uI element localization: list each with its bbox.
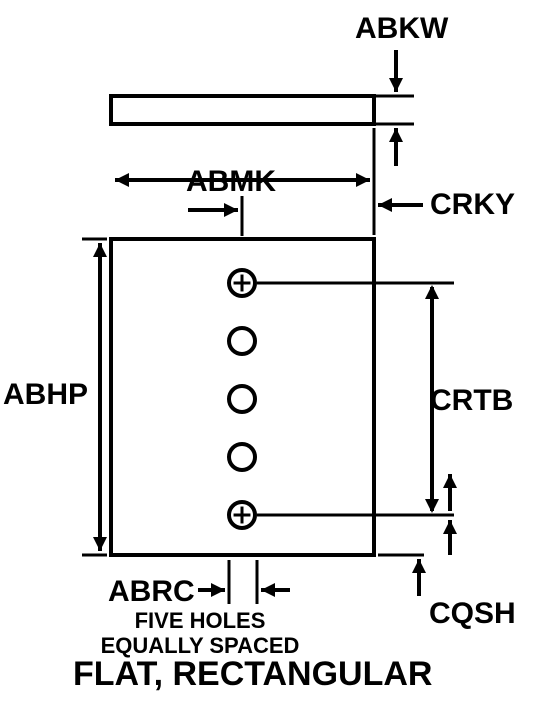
- label-cqsh: CQSH: [429, 597, 516, 630]
- label-abhp: ABHP: [3, 378, 88, 411]
- label-abmk: ABMK: [186, 165, 276, 198]
- diagram-title: FLAT, RECTANGULAR: [73, 655, 432, 694]
- label-abkw: ABKW: [355, 12, 448, 45]
- label-crky: CRKY: [430, 188, 515, 221]
- label-five-holes: FIVE HOLES EQUALLY SPACED: [95, 608, 305, 659]
- label-crtb: CRTB: [430, 384, 513, 417]
- label-abrc: ABRC: [108, 575, 195, 608]
